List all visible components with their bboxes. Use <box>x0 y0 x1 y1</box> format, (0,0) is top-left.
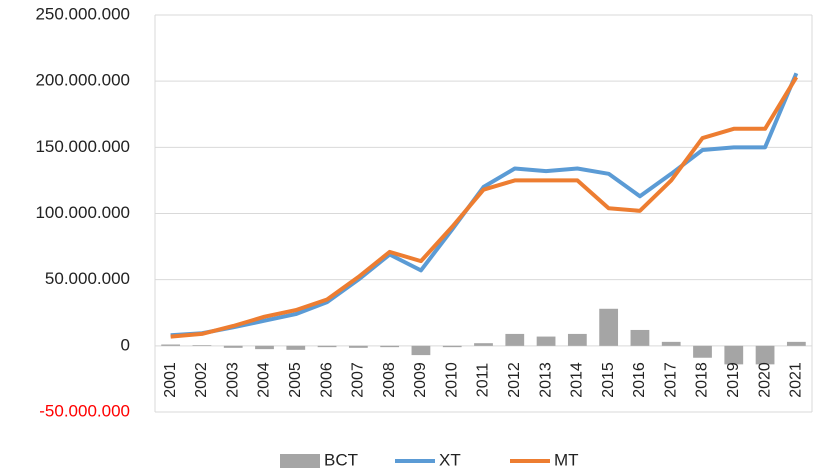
bar <box>317 345 337 348</box>
x-tick-label: 2016 <box>631 362 648 398</box>
x-tick-label: 2001 <box>162 362 179 398</box>
bar <box>255 345 274 350</box>
legend-swatch <box>280 454 320 468</box>
bar <box>348 345 368 348</box>
y-tick-label: 0 <box>121 335 130 354</box>
line <box>170 76 799 339</box>
bar <box>223 345 243 348</box>
x-tick-label: 2017 <box>662 362 679 398</box>
x-tick-label: 2019 <box>725 362 742 398</box>
legend-label: BCT <box>324 450 358 469</box>
x-tick-label: 2020 <box>756 362 773 398</box>
x-tick-label: 2010 <box>443 362 460 398</box>
x-tick-label: 2012 <box>506 362 523 398</box>
bar <box>505 333 525 346</box>
bar <box>630 329 650 346</box>
bar <box>786 341 806 346</box>
bar <box>693 345 712 358</box>
x-tick-label: 2013 <box>537 362 554 398</box>
bar <box>411 345 431 356</box>
x-tick-label: 2007 <box>350 362 367 398</box>
y-tick-label: 250.000.000 <box>35 4 130 23</box>
x-tick-label: 2005 <box>287 362 304 398</box>
x-tick-label: 2002 <box>193 362 210 398</box>
bar <box>536 336 556 346</box>
bar <box>442 345 462 348</box>
y-tick-label: 150.000.000 <box>35 137 130 156</box>
y-tick-label: 200.000.000 <box>35 71 130 90</box>
x-tick-label: 2018 <box>694 362 711 398</box>
x-tick-label: 2021 <box>788 362 805 398</box>
y-tick-label: 50.000.000 <box>45 269 130 288</box>
bar <box>755 345 775 365</box>
bar <box>286 345 306 350</box>
bar <box>474 343 493 346</box>
y-tick-label: -50.000.000 <box>39 401 130 420</box>
bar <box>161 344 181 346</box>
bar <box>599 308 619 346</box>
bar <box>724 345 744 365</box>
x-tick-label: 2004 <box>256 362 273 398</box>
legend-label: XT <box>439 450 461 469</box>
x-tick-label: 2008 <box>381 362 398 398</box>
line <box>170 72 799 338</box>
bar <box>192 345 212 346</box>
x-tick-label: 2003 <box>224 362 241 398</box>
x-tick-label: 2006 <box>318 362 335 398</box>
legend-label: MT <box>554 450 579 469</box>
x-tick-label: 2015 <box>600 362 617 398</box>
bar <box>567 333 587 346</box>
bar <box>661 341 681 346</box>
x-tick-label: 2014 <box>569 362 586 398</box>
bar <box>380 345 400 348</box>
x-tick-label: 2011 <box>475 363 492 398</box>
x-tick-label: 2009 <box>412 362 429 398</box>
y-tick-label: 100.000.000 <box>35 203 130 222</box>
